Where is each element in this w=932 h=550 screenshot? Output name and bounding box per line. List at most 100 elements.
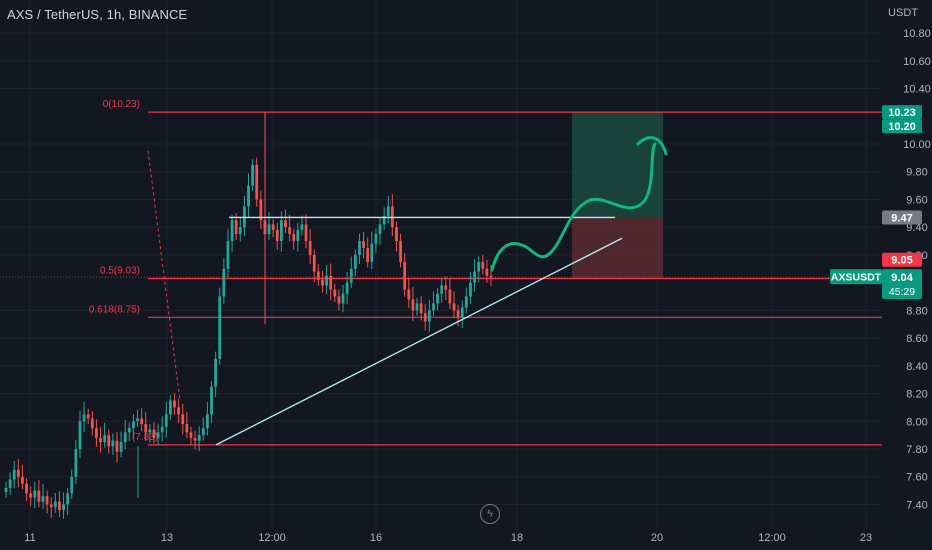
candle-body (12, 469, 16, 480)
candle-body (74, 449, 78, 477)
candle-body (160, 426, 164, 433)
candle-body (123, 432, 127, 443)
lightning-icon[interactable]: ϟ (480, 504, 500, 524)
candle-body (193, 437, 197, 441)
candle-body (275, 229, 279, 242)
time-axis-tick: 12:00 (258, 532, 286, 544)
candle-body (271, 224, 275, 230)
price-label: 10.20 (888, 121, 916, 133)
price-axis-tick: 8.80 (906, 305, 927, 317)
time-axis-tick: 13 (161, 532, 173, 544)
candle-body (230, 220, 234, 242)
candle-body (304, 224, 308, 242)
candle-body (103, 435, 107, 443)
candle-body (325, 275, 328, 286)
last-price-label: 9.04 (891, 272, 913, 284)
countdown-label: 45:29 (889, 286, 915, 298)
candle-body (49, 504, 53, 508)
candle-body (312, 254, 316, 272)
candle-body (362, 241, 365, 248)
price-axis-tick: 8.20 (906, 389, 927, 401)
candle-body (152, 429, 156, 438)
candle-body (444, 285, 448, 290)
candle-body (78, 421, 82, 449)
candle-body (353, 254, 357, 269)
price-scale-unit: USDT (888, 7, 918, 19)
candle-body (66, 493, 70, 505)
candle-body (411, 299, 415, 311)
candle-body (41, 496, 45, 502)
candle-body (460, 307, 464, 318)
ascending-trendline (215, 237, 623, 446)
symbol-tag: AXSUSDT (831, 272, 882, 284)
price-axis-tick: 10.00 (903, 139, 931, 151)
fib-level-label: 0.5(9.03) (100, 265, 140, 276)
candle-body (481, 261, 485, 269)
fib-level-label: (7.83) (132, 432, 158, 443)
price-label: 9.47 (891, 212, 912, 224)
candle-body (107, 435, 111, 447)
candle-body (255, 164, 259, 200)
price-axis-tick: 10.80 (903, 28, 931, 40)
candle-body (349, 268, 353, 283)
symbol-tag-bg (830, 269, 882, 285)
candle-body (169, 400, 172, 415)
candle-body (140, 418, 144, 425)
price-label-bg (882, 252, 922, 267)
candle-body (218, 296, 222, 359)
candle-body (489, 275, 493, 278)
candle-body (111, 440, 115, 447)
candle-body (115, 440, 119, 452)
candle-body (378, 224, 382, 235)
price-axis-tick: 10.60 (903, 56, 931, 68)
candle-body (436, 293, 439, 304)
candle-body (119, 442, 123, 452)
candle-body (156, 432, 160, 438)
price-axis-tick: 7.80 (906, 444, 927, 456)
time-axis-tick: 16 (370, 532, 382, 544)
candle-body (279, 220, 283, 242)
price-label: 9.05 (891, 255, 912, 267)
candle-body (210, 386, 213, 415)
candle-body (329, 275, 333, 290)
time-axis-tick: 23 (860, 532, 872, 544)
candle-body (292, 234, 296, 242)
candle-body (415, 303, 419, 311)
price-axis-tick: 10.40 (903, 84, 931, 96)
candle-body (448, 289, 452, 304)
candle-body (238, 227, 242, 235)
candle-body (201, 428, 205, 436)
candle-body (127, 428, 131, 433)
candle-body (267, 224, 271, 235)
chart-title: AXS / TetherUS, 1h, BINANCE (7, 7, 188, 22)
candle-body (247, 185, 250, 207)
candle-body (90, 418, 94, 429)
candle-body (21, 476, 24, 484)
price-label: 10.23 (888, 107, 916, 119)
candle-body (464, 296, 468, 308)
candle-body (395, 227, 398, 242)
candle-body (197, 435, 201, 441)
candle-body (222, 268, 226, 297)
price-axis-tick: 9.40 (906, 222, 927, 234)
time-axis-tick: 12:00 (758, 532, 786, 544)
candle-body (456, 310, 460, 318)
projected-path (490, 136, 668, 272)
candle-body (16, 469, 20, 477)
candle-body (432, 303, 435, 311)
last-price-label-bg (882, 269, 922, 300)
candle-body (288, 227, 292, 235)
candle-body (316, 271, 320, 280)
candle-body (205, 414, 209, 429)
candle-body (29, 493, 33, 498)
candle-body (284, 220, 287, 228)
candle-body (99, 437, 102, 443)
candle-body (144, 424, 148, 433)
candle-body (386, 206, 390, 217)
candle-body (300, 224, 304, 230)
candle-body (181, 414, 185, 425)
candle-body (370, 243, 374, 262)
candle-body (185, 424, 189, 433)
